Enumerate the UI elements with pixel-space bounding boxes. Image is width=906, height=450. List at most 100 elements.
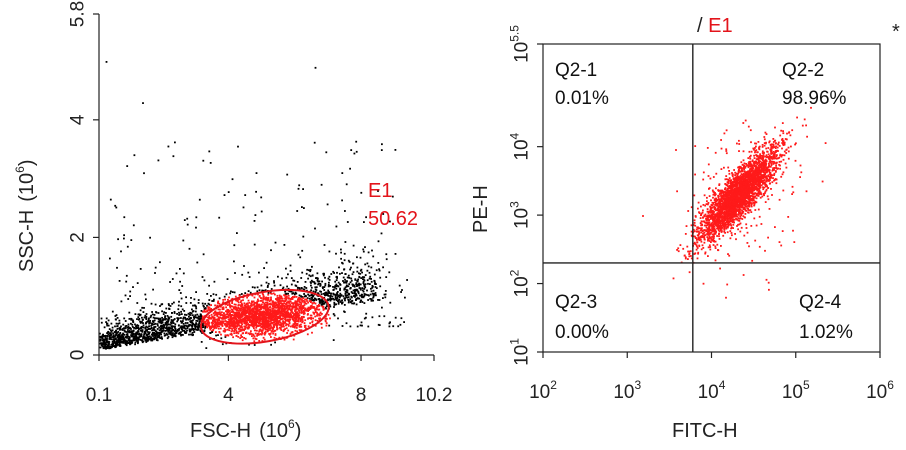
data-point [703,220,705,223]
data-point [308,269,310,272]
data-point [326,293,329,295]
data-point [732,227,734,229]
data-point [150,333,153,336]
data-point [701,235,704,237]
data-point [163,334,166,337]
data-point [203,310,206,313]
data-point [114,345,117,347]
data-point [143,307,145,309]
data-point [141,330,143,333]
data-point [139,339,142,341]
data-point [242,309,244,312]
data-point [221,322,224,324]
data-point [174,141,176,144]
data-point [287,314,290,317]
data-point [759,177,762,179]
data-point [218,331,221,334]
data-point [327,291,330,294]
data-point [289,318,291,321]
data-point [256,329,258,332]
data-point [773,174,775,176]
data-point [300,298,303,301]
data-point [169,329,171,332]
data-point [167,317,170,320]
data-point [316,277,318,279]
data-point [164,318,166,321]
data-point [137,324,140,327]
data-point [324,276,326,279]
data-point [160,325,162,328]
data-point [208,284,210,287]
data-point [355,283,357,286]
data-point [355,140,358,143]
data-point [284,296,287,299]
data-point [688,271,691,274]
data-point [238,321,241,324]
data-point [128,337,131,340]
data-point [231,305,234,308]
data-point [375,294,377,297]
data-point [223,320,225,323]
data-point [228,303,231,306]
data-point [268,333,270,335]
data-point [355,294,358,297]
data-point [333,272,335,274]
data-point [129,295,131,297]
data-point [711,206,714,209]
data-point [141,316,143,319]
data-point [257,322,260,325]
data-point [193,331,196,333]
data-point [130,239,133,241]
data-point [245,303,248,306]
data-point [343,297,346,300]
data-point [372,289,375,292]
data-point [212,319,215,322]
data-point [163,324,166,327]
data-point [706,215,709,218]
data-point [144,332,147,334]
data-point [318,303,320,306]
data-point [319,312,322,314]
data-point [341,325,344,327]
data-point [277,275,279,278]
data-point [164,316,166,319]
data-point [303,312,306,315]
data-point [126,165,129,167]
data-point [189,311,192,314]
data-point [134,334,137,336]
data-point [265,325,267,328]
data-point [692,224,695,226]
data-point [234,317,236,320]
data-point [160,336,163,338]
data-point [302,188,304,190]
data-point [144,337,146,339]
data-point [159,327,162,330]
data-point [269,327,272,330]
data-point [756,151,758,154]
data-point [106,323,108,325]
data-point [178,289,181,291]
data-point [226,325,229,328]
data-point [333,286,336,289]
data-point [188,333,190,336]
data-point [156,335,159,337]
data-point [310,314,313,317]
data-point [296,313,299,315]
data-point [343,259,346,262]
data-point [300,295,302,298]
data-point [373,293,376,295]
data-point [307,301,309,304]
data-point [283,300,286,302]
data-point [365,216,367,219]
data-point [257,298,259,301]
data-point [255,190,257,193]
data-point [153,331,156,334]
data-point [329,299,332,302]
data-point [132,321,135,324]
data-point [782,132,785,135]
data-point [314,324,317,327]
data-point [132,330,135,332]
data-point [733,218,736,221]
data-point [239,326,242,329]
